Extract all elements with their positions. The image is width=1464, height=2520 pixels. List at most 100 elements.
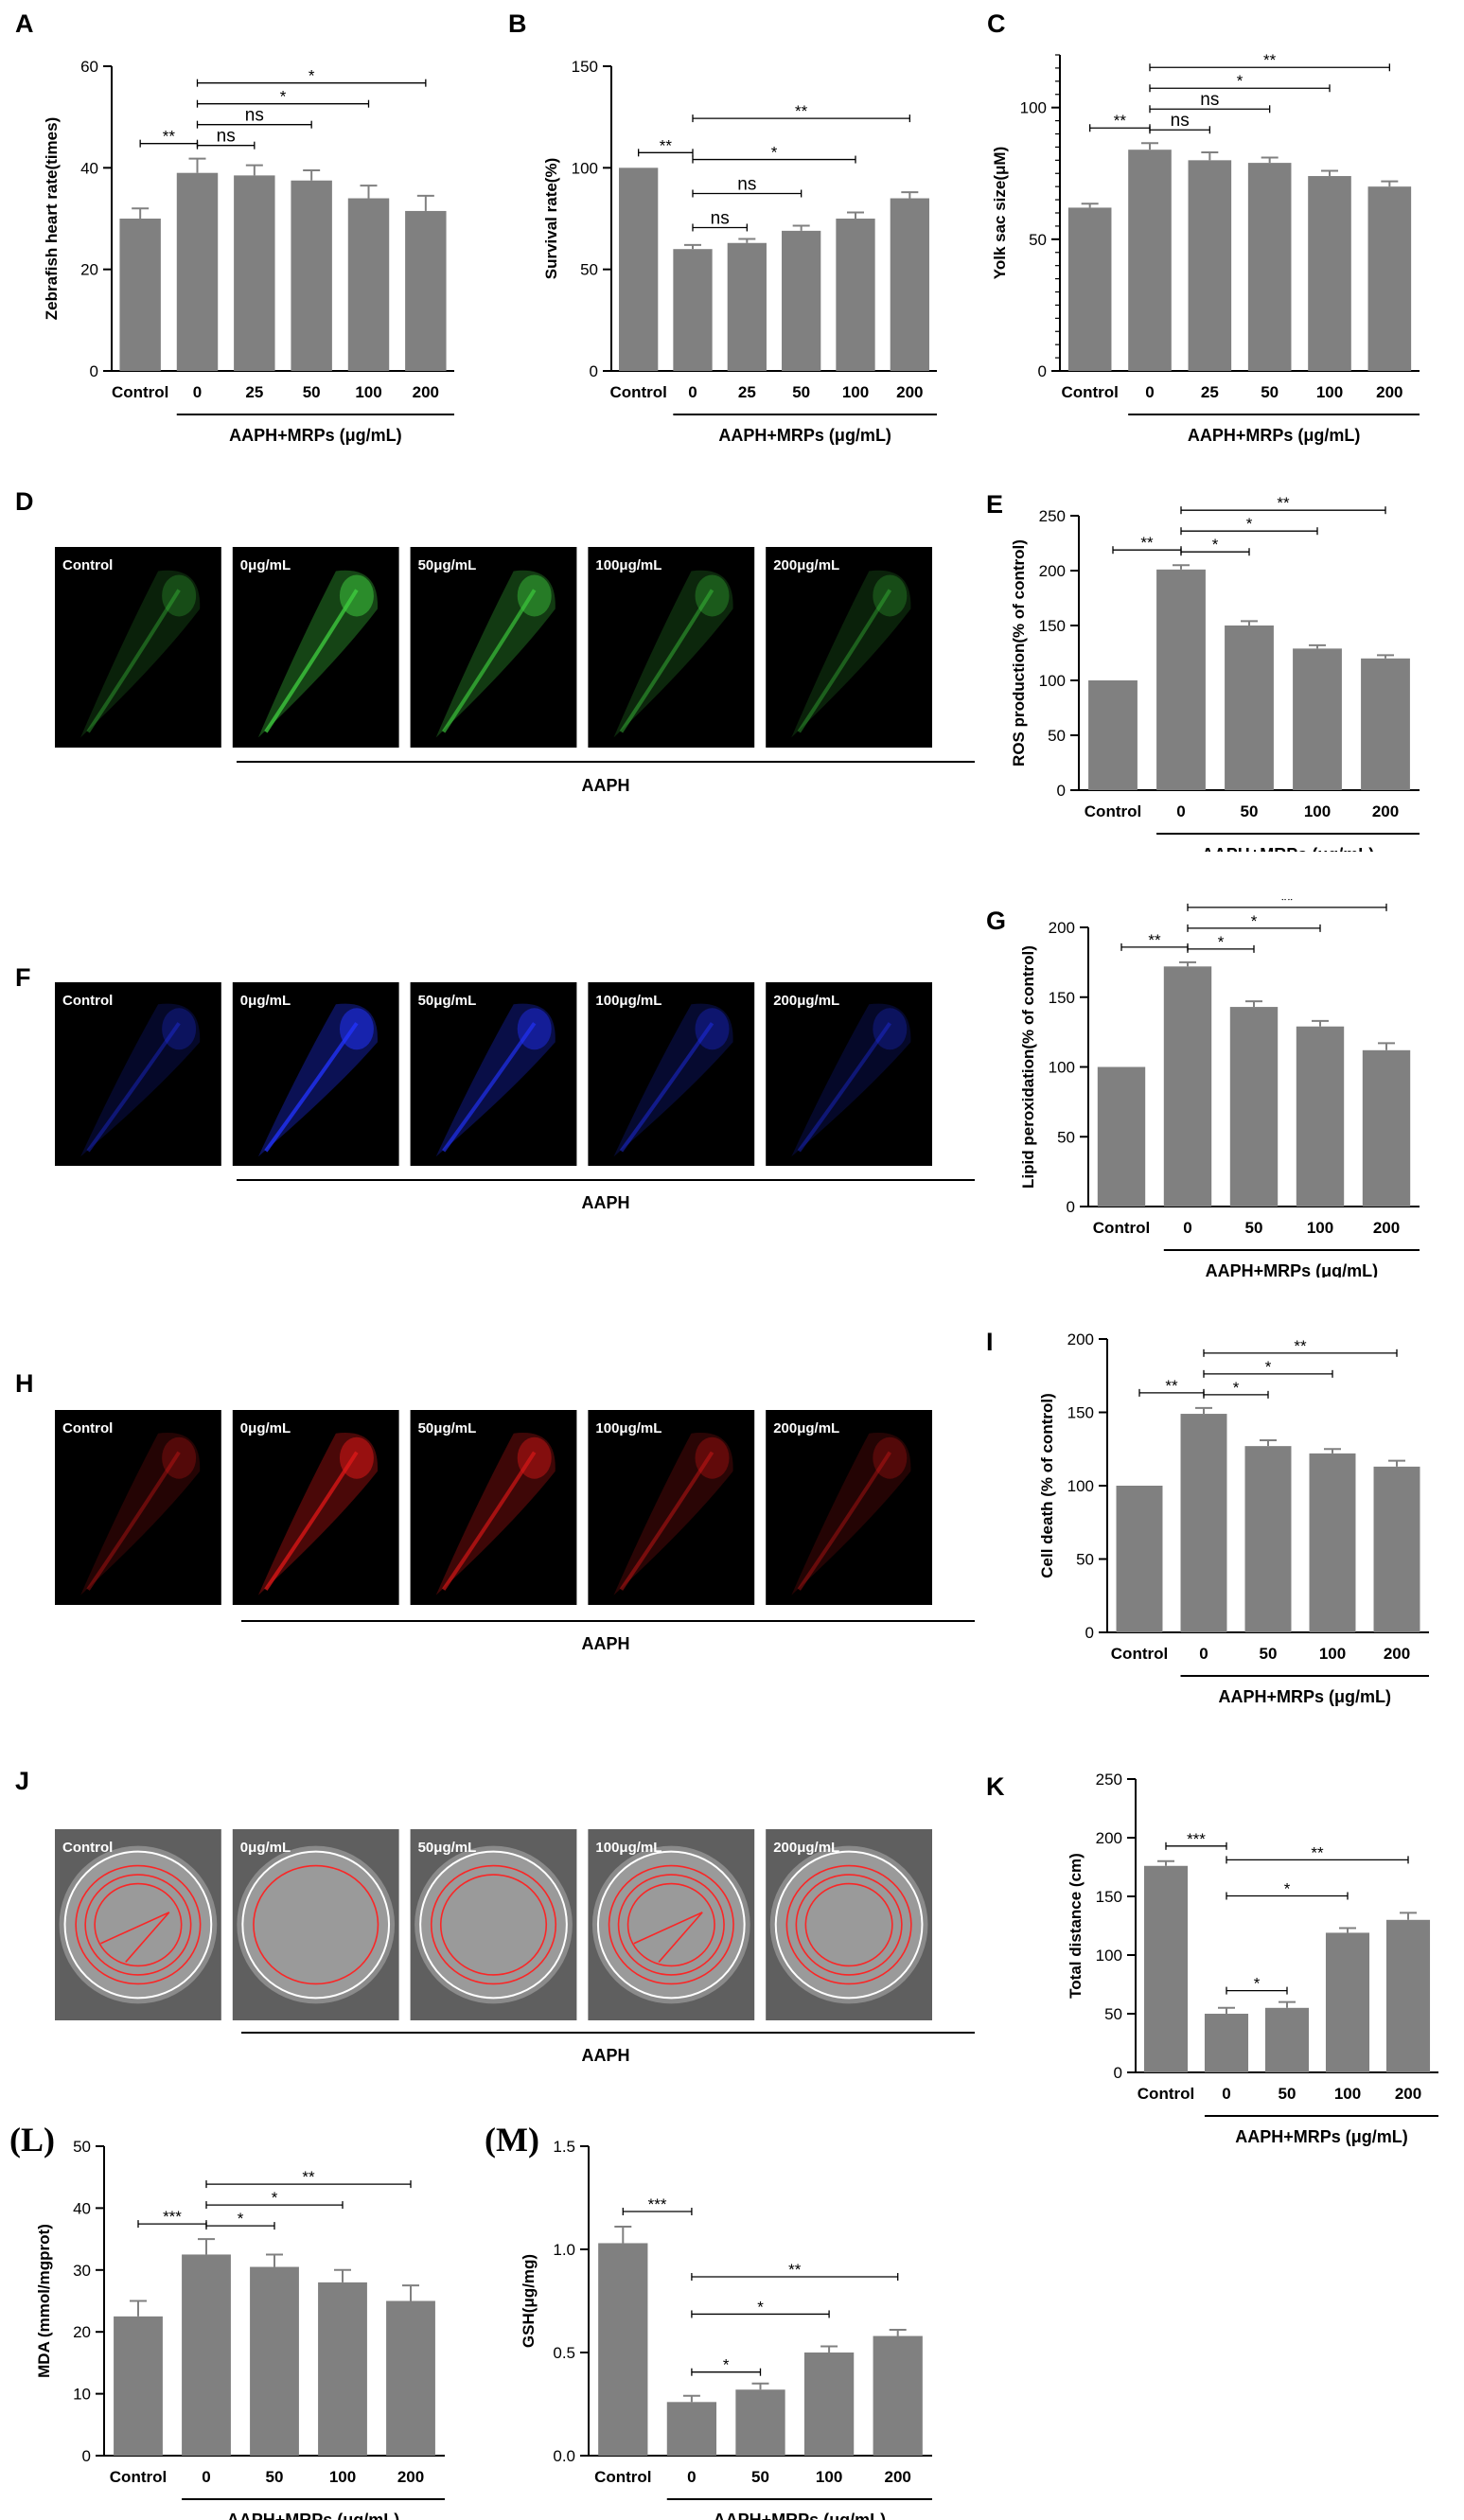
aaph-label: AAPH (581, 1634, 629, 1653)
bar-100 (1308, 176, 1351, 371)
image-j-2: 50μg/mL (410, 1829, 577, 2020)
y-axis-label: Zebrafish heart rate(times) (43, 117, 61, 320)
category-label: Control (1093, 1219, 1150, 1237)
category-label: 0 (1199, 1645, 1208, 1663)
chart-e: 0 50 100 150 200 250 ROS production(% of contr… (1010, 494, 1420, 852)
bar-50 (782, 230, 821, 371)
sig-label: *** (163, 2208, 182, 2226)
chart-l: 0 10 20 30 40 50 MDA (mmol/mgprot) Control 0 50 10… (35, 2138, 445, 2520)
category-label: 0 (688, 383, 697, 401)
image-d-0: Control (55, 547, 221, 748)
category-label: 100 (329, 2468, 356, 2486)
image-h-1: 0μg/mL (232, 1410, 399, 1605)
sig-label: * (238, 2210, 244, 2228)
panel-letter-l: (L) (9, 2121, 55, 2159)
y-tick-label: 50 (1029, 231, 1047, 249)
image-label: 200μg/mL (773, 1420, 839, 1436)
bar-control (598, 2243, 648, 2456)
panel-letter-i: I (986, 1328, 994, 1356)
category-label: 0 (1183, 1219, 1191, 1237)
category-label: 200 (885, 2468, 911, 2486)
category-label: 200 (1373, 1219, 1400, 1237)
chart-i: 0 50 100 150 200 Cell death (% of control) Con… (1038, 1330, 1429, 1706)
panel-letter-j: J (15, 1767, 30, 1795)
image-h-3: 100μg/mL (588, 1410, 755, 1605)
bar-0 (1180, 1414, 1227, 1632)
bar-0 (182, 2254, 231, 2456)
y-tick-label: 30 (73, 2262, 91, 2280)
y-tick-label: 20 (73, 2323, 91, 2341)
bar-0 (1204, 2014, 1249, 2072)
bar-100 (836, 219, 875, 371)
sig-label: * (757, 2298, 764, 2316)
image-j-1: 0μg/mL (232, 1829, 399, 2020)
bar-200 (873, 2335, 923, 2456)
bar-200 (1361, 658, 1410, 790)
bar-50 (1264, 2007, 1310, 2072)
category-label: 100 (816, 2468, 842, 2486)
category-label: 50 (266, 2468, 284, 2486)
y-tick-label: 150 (572, 58, 598, 76)
image-f-1: 0μg/mL (232, 982, 399, 1166)
sig-label: *** (648, 2195, 667, 2213)
category-label: 0 (193, 383, 202, 401)
image-label: 200μg/mL (773, 993, 839, 1009)
bar-100 (1325, 1932, 1370, 2072)
category-label: 50 (1261, 383, 1279, 401)
y-tick-label: 100 (1039, 672, 1066, 690)
chart-a: 0 20 40 60 Zebrafish heart rate(times) Contro… (43, 58, 454, 445)
y-tick-label: 150 (1049, 989, 1075, 1007)
sig-label: ns (1171, 111, 1190, 131)
sig-label: * (1237, 72, 1244, 90)
category-label: Control (110, 2468, 167, 2486)
image-label: Control (62, 1840, 113, 1856)
bar-50 (1225, 626, 1274, 790)
category-label: 50 (1260, 1645, 1278, 1663)
y-tick-label: 0 (1057, 782, 1066, 800)
category-label: 25 (1201, 383, 1219, 401)
category-label: 100 (1319, 1645, 1346, 1663)
y-tick-label: 50 (1104, 2005, 1122, 2023)
chart-k: 0 50 100 150 200 250 Total distance (cm) Contro… (1067, 1771, 1438, 2146)
y-tick-label: 0 (1114, 2064, 1122, 2082)
image-label: 50μg/mL (418, 1840, 477, 1856)
y-tick-label: 0 (1038, 362, 1047, 380)
bar-control (119, 219, 161, 371)
image-label: 200μg/mL (773, 1840, 839, 1856)
category-label: 100 (842, 383, 869, 401)
image-label: 200μg/mL (773, 557, 839, 573)
y-tick-label: 40 (80, 159, 98, 177)
y-tick-label: 1.5 (553, 2138, 575, 2156)
y-tick-label: 250 (1039, 507, 1066, 525)
y-tick-label: 100 (1067, 1477, 1094, 1495)
category-label: 100 (355, 383, 381, 401)
image-label: 0μg/mL (240, 1840, 291, 1856)
bar-50 (735, 2389, 785, 2456)
category-label: 50 (792, 383, 810, 401)
image-d-3: 100μg/mL (588, 547, 755, 748)
y-tick-label: 0 (1085, 1624, 1094, 1642)
y-tick-label: 0 (82, 2447, 91, 2465)
sig-label: ns (737, 175, 756, 195)
image-j-3: 100μg/mL (588, 1829, 755, 2020)
panel-letter-d: D (15, 487, 34, 516)
image-f-0: Control (55, 982, 221, 1166)
sig-label: ** (1280, 899, 1294, 909)
y-tick-label: 50 (580, 261, 598, 279)
sig-label: * (1265, 1358, 1272, 1376)
image-d-4: 200μg/mL (766, 547, 932, 748)
bar-0 (1128, 150, 1172, 371)
category-label: 100 (1334, 2085, 1361, 2103)
sig-label: * (1233, 1379, 1240, 1397)
bar-200 (890, 198, 929, 371)
bar-100 (318, 2282, 367, 2456)
sig-label: * (1254, 1975, 1261, 1993)
y-tick-label: 50 (1048, 727, 1066, 745)
image-label: 50μg/mL (418, 993, 477, 1009)
chart-b: 0 50 100 150 Survival rate(%) Control 0 25 50 100… (542, 58, 937, 445)
y-tick-label: 100 (1020, 99, 1047, 117)
y-tick-label: 0.5 (553, 2344, 575, 2362)
image-label: Control (62, 993, 113, 1009)
y-axis-label: Yolk sac size(μM) (991, 147, 1009, 279)
bar-25 (727, 242, 767, 371)
